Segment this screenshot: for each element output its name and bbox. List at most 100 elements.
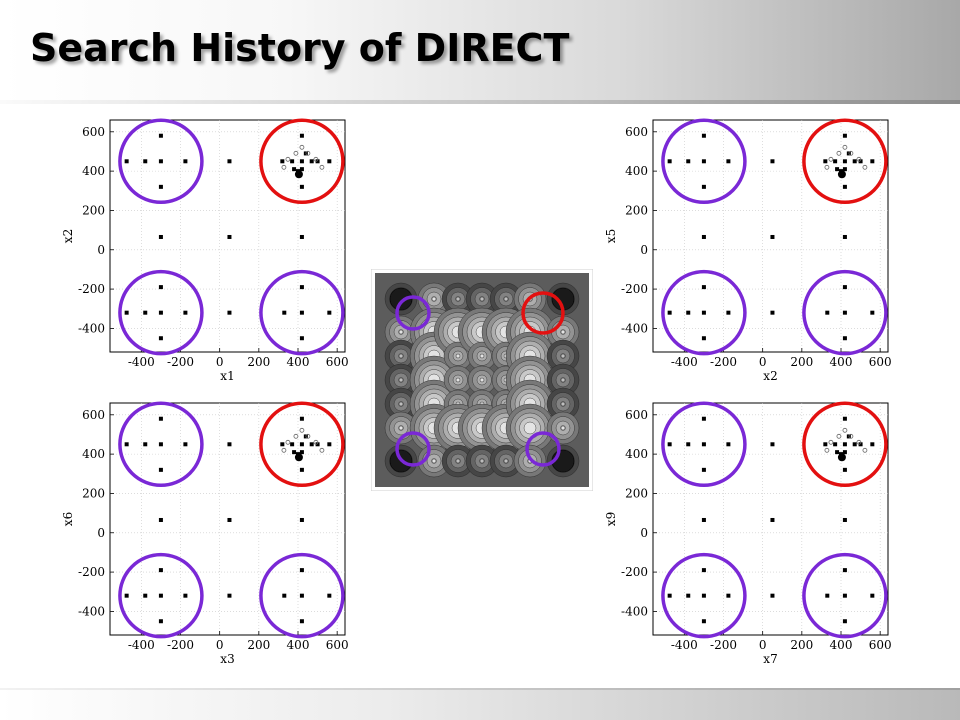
data-point xyxy=(158,442,163,447)
candidate-point xyxy=(281,164,287,170)
data-point xyxy=(823,442,828,447)
data-point xyxy=(833,159,838,164)
candidate-point xyxy=(862,447,868,453)
x-tick-label: 400 xyxy=(287,355,310,369)
candidate-point xyxy=(828,439,834,445)
data-point xyxy=(299,336,304,341)
y-axis-label: x9 xyxy=(604,512,618,526)
region-circle xyxy=(802,269,888,356)
data-point xyxy=(299,234,304,239)
data-point xyxy=(290,159,295,164)
region-circle xyxy=(118,552,204,639)
footer-divider xyxy=(0,688,960,691)
promising-region-circle xyxy=(802,118,888,205)
data-point xyxy=(299,133,304,138)
y-tick-label: 600 xyxy=(82,125,105,139)
data-point xyxy=(327,310,332,315)
candidate-point xyxy=(856,156,862,162)
data-point xyxy=(124,310,129,315)
promising-region-circle xyxy=(802,401,888,488)
data-point xyxy=(280,159,285,164)
data-point xyxy=(227,159,232,164)
x-axis-label: x3 xyxy=(220,652,234,666)
x-tick-label: -400 xyxy=(128,638,155,652)
data-point xyxy=(667,442,672,447)
contour-ring xyxy=(455,353,461,359)
data-point xyxy=(842,234,847,239)
data-point xyxy=(158,336,163,341)
scatter-plot-x2-x5: -400 -200 0 200 400 600 -400 -200 0 200 400 600 x2 x5 xyxy=(604,118,892,383)
candidate-point xyxy=(842,144,848,150)
contour-ring xyxy=(560,329,566,335)
contour-ring xyxy=(398,329,404,335)
data-point xyxy=(143,159,148,164)
data-point xyxy=(158,619,163,624)
data-point xyxy=(667,310,672,315)
data-point xyxy=(842,184,847,189)
y-tick-label: 200 xyxy=(82,486,105,500)
y-tick-label: 400 xyxy=(82,164,105,178)
region-circle xyxy=(118,269,204,356)
data-point xyxy=(726,310,731,315)
scatter-plot-x3-x6: -400 -200 0 200 400 600 -400 -200 0 200 400 600 x3 x6 xyxy=(61,401,349,666)
data-point xyxy=(701,517,706,522)
candidate-point xyxy=(319,447,325,453)
y-tick-label: -400 xyxy=(78,321,105,335)
candidate-point xyxy=(319,164,325,170)
contour-ring xyxy=(523,421,537,435)
region-circle xyxy=(395,295,431,331)
data-point xyxy=(143,442,148,447)
data-point xyxy=(299,568,304,573)
contour-ring xyxy=(431,458,437,464)
region-circle xyxy=(802,552,888,639)
contour-ring xyxy=(431,296,437,302)
data-point xyxy=(280,442,285,447)
x-tick-label: -400 xyxy=(671,355,698,369)
data-point xyxy=(842,159,847,164)
data-point xyxy=(299,184,304,189)
data-point xyxy=(701,619,706,624)
y-tick-label: -200 xyxy=(621,282,648,296)
y-tick-label: 0 xyxy=(640,526,648,540)
y-tick-label: 0 xyxy=(97,526,105,540)
x-tick-label: -200 xyxy=(710,638,737,652)
x-tick-label: 200 xyxy=(247,355,270,369)
y-axis-label: x2 xyxy=(61,229,75,243)
y-tick-label: -200 xyxy=(78,565,105,579)
best-point xyxy=(294,453,303,462)
data-point xyxy=(701,593,706,598)
data-point xyxy=(701,310,706,315)
data-point xyxy=(770,310,775,315)
best-point xyxy=(837,170,846,179)
contour-peak xyxy=(389,287,413,311)
data-point xyxy=(309,442,314,447)
x-tick-label: 400 xyxy=(287,638,310,652)
best-point xyxy=(837,453,846,462)
data-point xyxy=(158,568,163,573)
contour-ring xyxy=(503,296,509,302)
data-point xyxy=(299,517,304,522)
candidate-point xyxy=(848,433,854,439)
x-tick-label: 600 xyxy=(326,355,349,369)
y-tick-label: -400 xyxy=(621,321,648,335)
x-tick-label: -400 xyxy=(128,355,155,369)
data-point xyxy=(227,442,232,447)
region-circle xyxy=(118,118,204,205)
data-point xyxy=(158,184,163,189)
candidate-point xyxy=(305,150,311,156)
data-point xyxy=(227,593,232,598)
contour-ring xyxy=(560,425,566,431)
y-tick-label: -200 xyxy=(78,282,105,296)
data-point xyxy=(299,450,304,455)
data-point xyxy=(833,442,838,447)
region-circle xyxy=(525,431,561,467)
region-circle xyxy=(395,431,431,467)
y-tick-label: 0 xyxy=(640,243,648,257)
contour-ring xyxy=(398,377,404,383)
x-tick-label: 200 xyxy=(790,638,813,652)
data-point xyxy=(158,517,163,522)
footer-bar xyxy=(0,690,960,720)
data-point xyxy=(309,159,314,164)
data-point xyxy=(852,442,857,447)
data-point xyxy=(299,167,304,172)
